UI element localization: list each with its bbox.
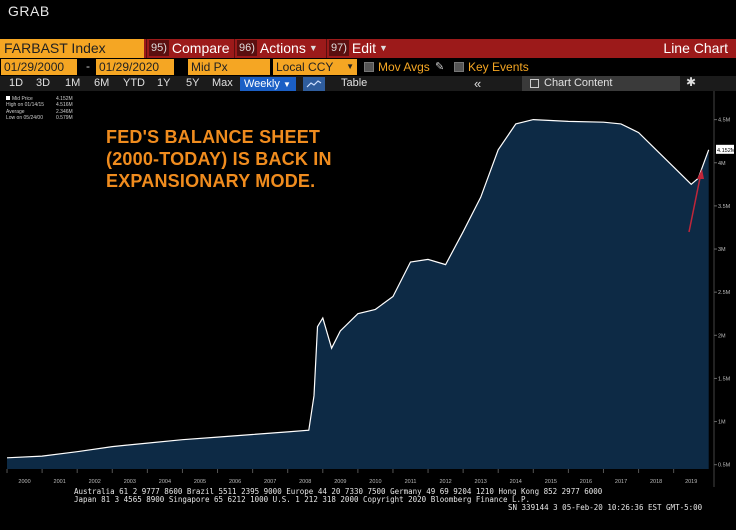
ticker-field[interactable]: FARBAST Index xyxy=(0,39,144,58)
x-tick-label: 2001 xyxy=(54,479,66,485)
y-tick-label: 1.5M xyxy=(718,376,731,382)
annotation-text: FED'S BALANCE SHEET (2000-TODAY) IS BACK… xyxy=(106,126,436,192)
compare-number: 95) xyxy=(149,40,169,56)
x-tick-label: 2000 xyxy=(18,479,30,485)
date-range-dash: - xyxy=(86,59,90,73)
y-tick-label: 3M xyxy=(718,247,726,253)
gear-icon[interactable]: ✱ xyxy=(686,75,697,89)
actions-label: Actions xyxy=(259,40,306,56)
period-1d[interactable]: 1D xyxy=(9,77,24,89)
frequency-value: Weekly xyxy=(244,78,280,90)
annotation-line: (2000-TODAY) IS BACK IN xyxy=(106,149,332,169)
frequency-select[interactable]: Weekly ▼ xyxy=(240,77,296,91)
key-events-checkbox[interactable] xyxy=(454,62,464,72)
currency-select[interactable]: Local CCY ▼ xyxy=(273,59,357,75)
compare-button[interactable]: 95) Compare xyxy=(146,39,232,58)
edit-button[interactable]: 97) Edit ▼ xyxy=(326,39,394,58)
arrow-shaft xyxy=(688,172,702,233)
actions-button[interactable]: 96) Actions ▼ xyxy=(234,39,324,58)
y-tick-label: 3.5M xyxy=(718,204,731,210)
series-area xyxy=(7,119,709,469)
x-tick-label: 2014 xyxy=(510,479,522,485)
arrow-head xyxy=(697,169,704,179)
period-3d[interactable]: 3D xyxy=(36,77,51,89)
period-ytd[interactable]: YTD xyxy=(123,77,145,89)
x-tick-label: 2015 xyxy=(545,479,557,485)
x-tick-label: 2003 xyxy=(124,479,136,485)
x-tick-label: 2013 xyxy=(475,479,487,485)
x-tick-label: 2004 xyxy=(159,479,171,485)
y-tick-label: 1M xyxy=(718,420,726,426)
x-tick-label: 2008 xyxy=(299,479,311,485)
x-tick-label: 2009 xyxy=(334,479,346,485)
x-tick-label: 2011 xyxy=(405,479,417,485)
y-tick-label: 0.5M xyxy=(718,463,731,469)
annotation-line: EXPANSIONARY MODE. xyxy=(106,171,316,191)
period-1y[interactable]: 1Y xyxy=(157,77,171,89)
x-tick-label: 2007 xyxy=(264,479,276,485)
chart-content-label: Chart Content xyxy=(544,77,613,89)
legend-row: Mid Price 4.152M xyxy=(6,96,73,102)
series-line xyxy=(6,118,710,459)
last-value-tag xyxy=(716,144,734,154)
chart-content-icon xyxy=(530,79,539,88)
mov-avgs-checkbox[interactable] xyxy=(364,62,374,72)
x-tick-label: 2002 xyxy=(89,479,101,485)
x-tick-label: 2016 xyxy=(580,479,592,485)
balance-sheet-chart: 2000 2001 2002 2003 2004 2005 2006 2007 2008 2009… xyxy=(0,91,736,487)
actions-number: 96) xyxy=(237,40,257,56)
table-button[interactable]: Table xyxy=(341,77,368,89)
edit-label: Edit xyxy=(351,40,377,56)
x-tick-label: 2010 xyxy=(369,479,381,485)
edit-number: 97) xyxy=(329,40,349,56)
price-field-select[interactable]: Mid Px xyxy=(188,59,270,75)
window-title: GRAB xyxy=(8,3,50,19)
key-events-label: Key Events xyxy=(468,60,529,74)
mov-avgs-label: Mov Avgs xyxy=(378,60,430,74)
annotation-arrow xyxy=(688,169,704,233)
collapse-left-icon[interactable]: « xyxy=(474,76,482,91)
legend-row: Low on 05/24/00 0.579M xyxy=(6,115,73,122)
footer-timestamp: SN 339144 3 05-Feb-20 10:26:36 EST GMT-5… xyxy=(508,503,703,512)
frequency-dropdown-icon: ▼ xyxy=(282,80,291,89)
chart-content-panel[interactable] xyxy=(522,76,680,91)
footer-contacts: Australia 61 2 9777 8600 Brazil 5511 239… xyxy=(74,487,603,496)
x-tick-label: 2019 xyxy=(685,479,697,485)
price-field-value: Mid Px xyxy=(191,60,228,74)
period-6m[interactable]: 6M xyxy=(94,77,110,89)
chart-legend: Mid Price 4.152M High on 01/14/15 4.516M A… xyxy=(6,96,73,122)
last-value-label: 4.152M xyxy=(717,148,736,154)
annotation-line: FED'S BALANCE SHEET xyxy=(106,127,321,147)
x-tick-label: 2017 xyxy=(615,479,627,485)
footer: Australia 61 2 9777 8600 Brazil 5511 239… xyxy=(0,487,736,530)
y-tick-label: 2.5M xyxy=(718,290,731,296)
pencil-icon[interactable]: ✎ xyxy=(435,61,445,73)
y-axis: 0.5M 1M 1.5M 2M 2.5M 3M 3.5M 4M 4.5M 4.152M xyxy=(714,118,736,469)
y-tick-label: 4.5M xyxy=(718,118,731,124)
currency-value: Local CCY xyxy=(276,60,334,74)
area-layer xyxy=(6,118,710,469)
line-chart-icon[interactable] xyxy=(303,77,325,91)
period-5y[interactable]: 5Y xyxy=(186,77,200,89)
period-max[interactable]: Max xyxy=(212,77,233,89)
legend-row: Average 2.346M xyxy=(6,108,73,115)
x-tick-label: 2018 xyxy=(650,479,662,485)
legend-row: High on 01/14/15 4.516M xyxy=(6,102,73,109)
end-date-field[interactable]: 01/29/2020 xyxy=(96,59,174,75)
command-toolbar xyxy=(0,39,736,58)
period-1m[interactable]: 1M xyxy=(65,77,81,89)
start-date-field[interactable]: 01/29/2000 xyxy=(1,59,77,75)
edit-dropdown-icon: ▼ xyxy=(379,43,388,53)
chart-type-label[interactable]: Line Chart xyxy=(663,40,728,56)
actions-dropdown-icon: ▼ xyxy=(308,43,318,53)
x-tick-label: 2005 xyxy=(194,479,206,485)
y-tick-label: 4M xyxy=(718,161,726,167)
x-tick-label: 2006 xyxy=(229,479,241,485)
x-tick-label: 2012 xyxy=(439,479,451,485)
compare-label: Compare xyxy=(171,40,230,56)
y-tick-label: 2M xyxy=(718,333,726,339)
currency-dropdown-icon: ▼ xyxy=(346,62,354,71)
footer-contacts-2: Japan 81 3 4565 8900 Singapore 65 6212 1… xyxy=(74,495,531,504)
x-axis: 2000 2001 2002 2003 2004 2005 2006 2007 2008 2009… xyxy=(6,469,697,485)
